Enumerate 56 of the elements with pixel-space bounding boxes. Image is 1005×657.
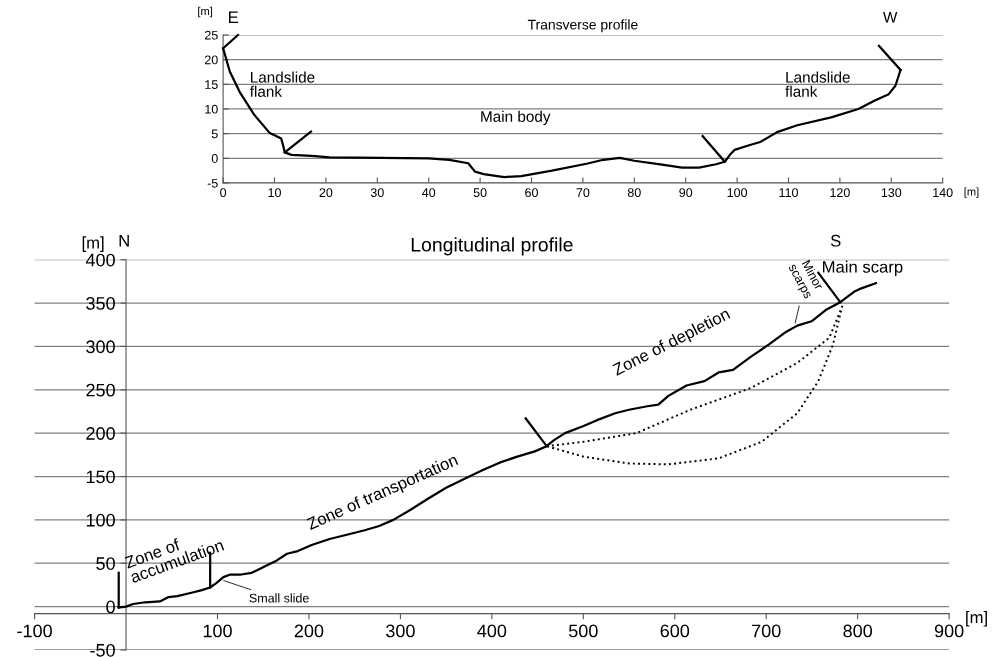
y-tick-label: -5 — [207, 178, 218, 188]
x-tick-label: 300 — [386, 624, 415, 638]
y-tick-label: 400 — [85, 253, 115, 267]
y-tick-label: 5 — [211, 129, 218, 139]
x-tick-label: 80 — [627, 188, 641, 198]
chart-title: Longitudinal profile — [411, 237, 573, 256]
annotation: Small slide — [249, 593, 309, 603]
x-axis-title: [m] — [964, 187, 979, 198]
y-tick-label: -50 — [90, 643, 115, 657]
x-tick-label: 900 — [934, 624, 964, 638]
x-tick-label: -100 — [17, 624, 52, 638]
y-tick-label: 200 — [86, 427, 115, 440]
x-tick-label: 100 — [727, 188, 748, 198]
y-tick-label: 300 — [86, 340, 115, 354]
x-tick-label: 30 — [370, 188, 384, 198]
x-tick-label: 20 — [319, 188, 333, 198]
x-tick-label: 90 — [679, 188, 693, 198]
annotation: Main scarp — [823, 260, 903, 277]
text: N — [119, 234, 129, 247]
x-tick-label: 800 — [843, 624, 873, 638]
x-axis-title: [m] — [966, 610, 987, 627]
y-tick-label: 20 — [204, 55, 218, 65]
x-tick-label: 40 — [422, 188, 436, 198]
y-tick-label: 0 — [211, 154, 218, 163]
x-tick-label: 110 — [779, 188, 798, 198]
chart-title: Transverse profile — [527, 19, 638, 33]
x-tick-label: 700 — [752, 624, 781, 638]
text: E — [228, 11, 239, 23]
y-tick-label: 0 — [106, 600, 115, 614]
annotation: Landslide flank — [785, 71, 850, 97]
x-tick-label: 600 — [660, 624, 690, 638]
x-tick-label: 70 — [576, 188, 590, 198]
x-tick-label: 50 — [473, 188, 487, 198]
y-tick-label: 10 — [205, 104, 218, 114]
y-tick-label: 150 — [86, 470, 115, 484]
y-tick-label: 50 — [96, 557, 115, 570]
y-tick-label: 15 — [205, 80, 218, 89]
text: S — [830, 234, 841, 247]
y-axis-title: [m] — [198, 6, 213, 18]
x-tick-label: 130 — [881, 188, 902, 198]
x-tick-label: 120 — [830, 188, 850, 198]
x-tick-label: 60 — [525, 188, 538, 198]
annotation: Landslide flank — [249, 71, 315, 97]
annotation: Main body — [481, 110, 551, 125]
text: W — [883, 12, 898, 23]
x-tick-label: 0 — [220, 188, 227, 198]
x-tick-label: 140 — [933, 188, 953, 198]
x-tick-label: 10 — [268, 188, 281, 198]
y-axis-title: [m] — [82, 236, 104, 252]
y-tick-label: 350 — [86, 297, 115, 310]
x-tick-label: 500 — [568, 624, 598, 638]
y-tick-label: 250 — [86, 383, 115, 397]
y-tick-label: 100 — [86, 513, 115, 527]
y-tick-label: 25 — [204, 30, 218, 40]
x-tick-label: 400 — [477, 624, 507, 638]
x-tick-label: 200 — [294, 624, 324, 638]
